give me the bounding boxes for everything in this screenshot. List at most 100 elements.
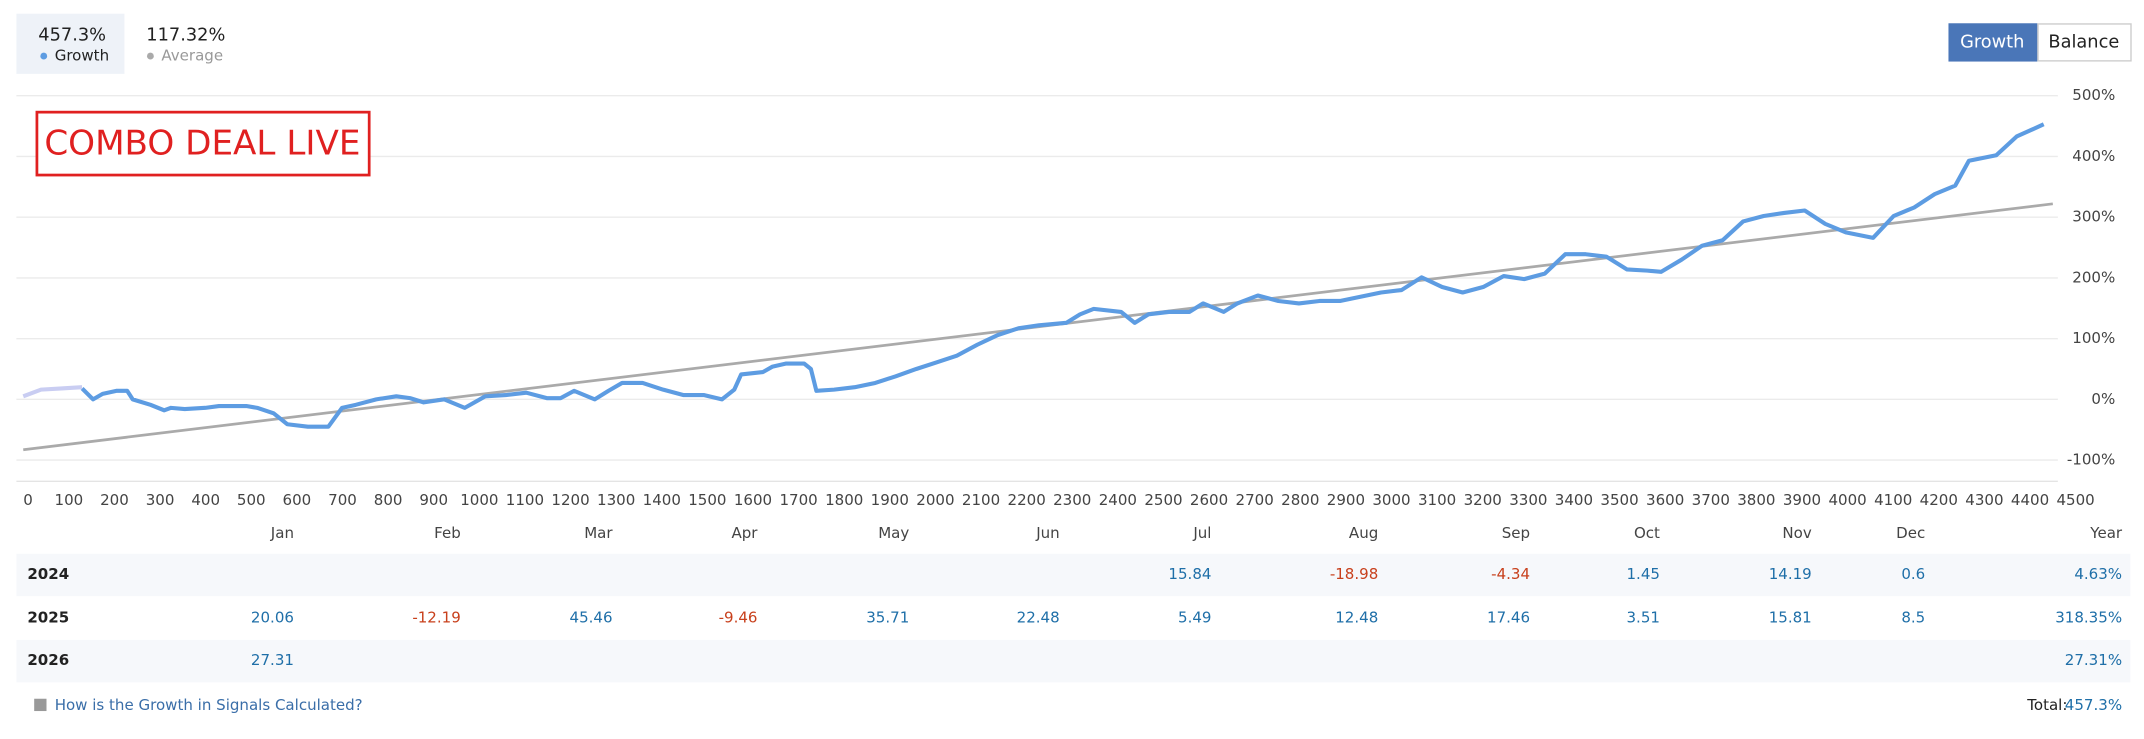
x-tick-label: 600	[283, 491, 312, 509]
column-header: Jun	[1035, 524, 1060, 542]
x-tick-label: 2000	[916, 491, 954, 509]
x-tick-label: 3100	[1418, 491, 1456, 509]
annotation: COMBO DEAL LIVE	[44, 123, 360, 163]
x-tick-label: 2300	[1053, 491, 1091, 509]
x-tick-label: 100	[55, 491, 84, 509]
cell-value: 27.31	[251, 651, 294, 669]
x-tick-label: 0	[23, 491, 33, 509]
cell-value: -18.98	[1330, 565, 1378, 583]
x-tick-label: 1300	[597, 491, 635, 509]
x-tick-label: 3300	[1509, 491, 1547, 509]
column-header: Jul	[1192, 524, 1211, 542]
x-tick-label: 1500	[688, 491, 726, 509]
total-label: Total:	[2026, 696, 2067, 714]
column-header: May	[878, 524, 909, 542]
x-tick-label: 1700	[779, 491, 817, 509]
row-bg	[16, 639, 2131, 683]
x-tick-label: 2100	[962, 491, 1000, 509]
total-value: 457.3%	[2065, 696, 2122, 714]
x-tick-label: 3500	[1600, 491, 1638, 509]
x-tick-label: 3000	[1372, 491, 1410, 509]
stat-value: 457.3%	[38, 26, 106, 46]
help-icon	[34, 698, 47, 712]
x-tick-label: 2700	[1236, 491, 1274, 509]
cell-value: 15.84	[1168, 565, 1211, 583]
y-tick-label: 200%	[2072, 268, 2115, 286]
x-tick-label: 3700	[1692, 491, 1730, 509]
toggle-label[interactable]: Balance	[2048, 32, 2119, 52]
row-year: 2024	[27, 565, 69, 583]
help-link[interactable]: How is the Growth in Signals Calculated?	[55, 696, 363, 714]
x-tick-label: 3600	[1646, 491, 1684, 509]
x-tick-label: 300	[146, 491, 175, 509]
column-header: Oct	[1634, 524, 1660, 542]
x-tick-label: 4300	[1965, 491, 2003, 509]
x-tick-label: 4100	[1874, 491, 1912, 509]
legend-dot	[40, 52, 48, 60]
cell-value: -4.34	[1491, 565, 1530, 583]
x-tick-label: 4200	[1920, 491, 1958, 509]
x-tick-label: 500	[237, 491, 266, 509]
cell-value: 45.46	[570, 609, 613, 627]
x-tick-label: 2900	[1327, 491, 1365, 509]
y-tick-label: 0%	[2091, 390, 2115, 408]
cell-value: 35.71	[866, 609, 909, 627]
row-year: 2026	[27, 651, 69, 669]
cell-value: 318.35%	[2055, 609, 2122, 627]
x-tick-label: 3900	[1783, 491, 1821, 509]
y-tick-label: -100%	[2067, 451, 2115, 469]
cell-value: 22.48	[1017, 609, 1060, 627]
x-tick-label: 3800	[1737, 491, 1775, 509]
legend-label: Average	[161, 47, 223, 65]
x-tick-label: 2600	[1190, 491, 1228, 509]
column-header: Sep	[1502, 524, 1530, 542]
toggle-label[interactable]: Growth	[1960, 32, 2024, 52]
x-tick-label: 1800	[825, 491, 863, 509]
x-tick-label: 3400	[1555, 491, 1593, 509]
x-tick-label: 1000	[460, 491, 498, 509]
column-header: Jan	[270, 524, 294, 542]
x-tick-label: 3200	[1464, 491, 1502, 509]
x-tick-label: 1400	[643, 491, 681, 509]
column-header: Apr	[731, 524, 758, 542]
x-tick-label: 4500	[2056, 491, 2094, 509]
cell-value: 12.48	[1335, 609, 1378, 627]
toggle-button[interactable]	[1948, 23, 2038, 62]
row-year: 2025	[27, 609, 69, 627]
x-tick-label: 1100	[506, 491, 544, 509]
column-header: Year	[2089, 524, 2123, 542]
cell-value: 27.31%	[2065, 651, 2122, 669]
x-tick-label: 200	[100, 491, 129, 509]
x-tick-label: 4000	[1828, 491, 1866, 509]
column-header: Nov	[1782, 524, 1811, 542]
x-tick-label: 1600	[734, 491, 772, 509]
cell-value: 20.06	[251, 609, 294, 627]
column-header: Dec	[1896, 524, 1925, 542]
y-tick-label: 400%	[2072, 147, 2115, 165]
toggle-button[interactable]	[2037, 23, 2132, 62]
x-tick-label: 2200	[1008, 491, 1046, 509]
x-tick-label: 1900	[871, 491, 909, 509]
cell-value: 3.51	[1626, 609, 1659, 627]
cell-value: 0.6	[1901, 565, 1925, 583]
series-line	[22, 385, 83, 399]
cell-value: 17.46	[1487, 609, 1530, 627]
x-tick-label: 2500	[1144, 491, 1182, 509]
x-tick-label: 4400	[2011, 491, 2049, 509]
y-tick-label: 100%	[2072, 329, 2115, 347]
cell-value: 8.5	[1901, 609, 1925, 627]
legend-label: Growth	[55, 47, 109, 65]
legend-dot	[146, 52, 154, 60]
cell-value: 1.45	[1626, 565, 1659, 583]
stat-box	[16, 13, 125, 74]
cell-value: 15.81	[1769, 609, 1812, 627]
column-header: Mar	[584, 524, 613, 542]
cell-value: 14.19	[1769, 565, 1812, 583]
cell-value: 5.49	[1178, 609, 1211, 627]
y-tick-label: 300%	[2072, 208, 2115, 226]
column-header: Aug	[1349, 524, 1378, 542]
x-tick-label: 700	[328, 491, 357, 509]
x-tick-label: 400	[191, 491, 220, 509]
